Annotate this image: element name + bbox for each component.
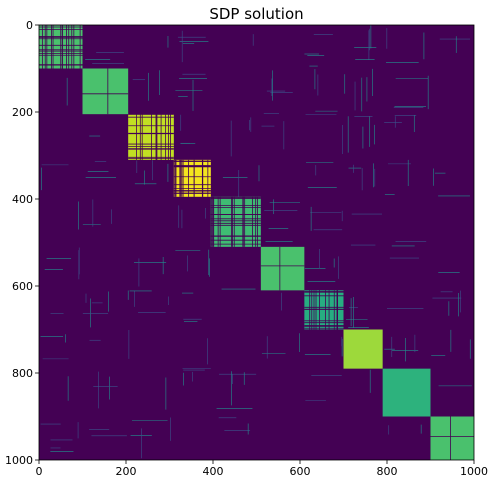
diagonal-block	[430, 416, 474, 460]
chart-title: SDP solution	[209, 5, 303, 23]
diagonal-block	[128, 114, 174, 160]
y-tick-label: 1000	[5, 454, 33, 467]
y-tick-label: 0	[26, 19, 33, 32]
x-tick-label: 400	[203, 465, 224, 478]
plot-frame	[38, 24, 475, 461]
x-tick-label: 200	[116, 465, 137, 478]
x-tick-label: 0	[36, 465, 43, 478]
plot-area	[39, 24, 474, 460]
y-tick-label: 800	[12, 367, 33, 380]
x-tick-label: 1000	[460, 465, 488, 478]
x-tick-label: 600	[290, 465, 311, 478]
y-tick-label: 600	[12, 280, 33, 293]
y-tick-label: 400	[12, 193, 33, 206]
diagonal-block	[382, 368, 431, 417]
diagonal-block	[260, 246, 305, 291]
diagonal-block	[343, 329, 383, 369]
diagonal-block	[82, 68, 129, 115]
y-tick-label: 200	[12, 106, 33, 119]
x-tick-label: 800	[377, 465, 398, 478]
